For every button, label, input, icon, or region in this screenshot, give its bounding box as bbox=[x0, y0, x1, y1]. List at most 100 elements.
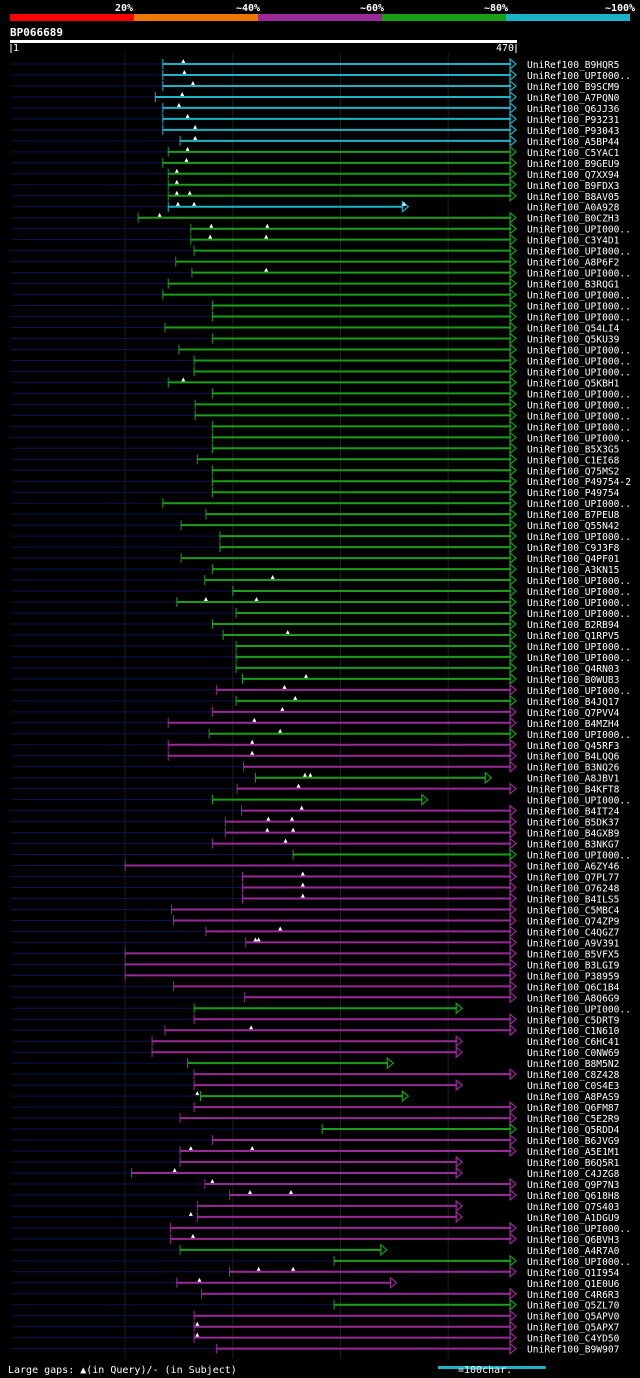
hit-row[interactable]: UniRef100_B4LQQ6 bbox=[11, 749, 620, 763]
hit-label[interactable]: UniRef100_C9J3F8 bbox=[527, 543, 620, 554]
hit-row[interactable]: UniRef100_UPI000.. bbox=[11, 354, 631, 367]
hit-row[interactable]: UniRef100_UPI000.. bbox=[11, 288, 631, 302]
hit-label[interactable]: UniRef100_C5E2R9 bbox=[527, 1114, 620, 1125]
hit-label[interactable]: UniRef100_UPI000.. bbox=[527, 313, 631, 324]
hit-label[interactable]: UniRef100_Q6C1B4 bbox=[527, 982, 620, 993]
hit-label[interactable]: UniRef100_B3RQG1 bbox=[527, 280, 620, 291]
hit-row[interactable]: UniRef100_UPI000.. bbox=[11, 727, 631, 741]
hit-row[interactable]: UniRef100_B6JVG9 bbox=[11, 1133, 620, 1147]
hit-row[interactable]: UniRef100_B0WUB3 bbox=[11, 672, 620, 686]
hit-row[interactable]: UniRef100_C5YAC1 bbox=[11, 145, 620, 159]
hit-label[interactable]: UniRef100_UPI000.. bbox=[527, 686, 631, 697]
hit-row[interactable]: UniRef100_A6ZY46 bbox=[11, 859, 620, 873]
hit-row[interactable]: UniRef100_Q1RPV5 bbox=[11, 628, 619, 642]
hit-row[interactable]: UniRef100_B9GEU9 bbox=[11, 156, 620, 170]
hit-label[interactable]: UniRef100_B8M5N2 bbox=[527, 1059, 619, 1070]
hit-row[interactable]: UniRef100_UPI000.. bbox=[11, 310, 631, 324]
hit-label[interactable]: UniRef100_UPI000.. bbox=[527, 367, 631, 378]
hit-row[interactable]: UniRef100_B4IT24 bbox=[11, 804, 620, 818]
hit-row[interactable]: UniRef100_B4ILS5 bbox=[11, 892, 619, 905]
hit-row[interactable]: UniRef100_UPI000.. bbox=[11, 398, 631, 411]
hit-label[interactable]: UniRef100_UPI000.. bbox=[527, 796, 631, 807]
hit-label[interactable]: UniRef100_B4KFT8 bbox=[527, 785, 620, 796]
hit-label[interactable]: UniRef100_Q4PF01 bbox=[527, 554, 620, 565]
hit-label[interactable]: UniRef100_C3Y4D1 bbox=[527, 236, 620, 247]
hit-row[interactable]: UniRef100_A9V391 bbox=[11, 936, 620, 949]
hit-row[interactable]: UniRef100_B3NKG7 bbox=[11, 837, 620, 851]
hit-row[interactable]: UniRef100_Q54LI4 bbox=[11, 321, 620, 335]
hit-row[interactable]: UniRef100_Q5KBH1 bbox=[11, 376, 620, 389]
hit-row[interactable]: UniRef100_UPI000.. bbox=[11, 431, 631, 444]
hit-row[interactable]: UniRef100_B8M5N2 bbox=[11, 1056, 619, 1070]
hit-row[interactable]: UniRef100_C9J3F8 bbox=[11, 540, 620, 554]
hit-label[interactable]: UniRef100_Q618H8 bbox=[527, 1191, 620, 1202]
hit-label[interactable]: UniRef100_A9V391 bbox=[527, 938, 620, 949]
hit-label[interactable]: UniRef100_A4R7A0 bbox=[527, 1246, 620, 1257]
hit-label[interactable]: UniRef100_Q1I954 bbox=[527, 1268, 620, 1279]
hit-label[interactable]: UniRef100_C5MBC4 bbox=[527, 905, 620, 916]
hit-row[interactable]: UniRef100_A3KN15 bbox=[11, 562, 619, 576]
hit-row[interactable]: UniRef100_Q5APX7 bbox=[11, 1320, 620, 1334]
hit-row[interactable]: UniRef100_A4R7A0 bbox=[11, 1243, 620, 1257]
hit-row[interactable]: UniRef100_UPI000.. bbox=[11, 343, 631, 356]
hit-row[interactable]: UniRef100_P49754-2 bbox=[11, 474, 631, 488]
hit-label[interactable]: UniRef100_Q45RF3 bbox=[527, 741, 620, 752]
hit-row[interactable]: UniRef100_B4JQ17 bbox=[11, 694, 620, 708]
hit-label[interactable]: UniRef100_B4GXB9 bbox=[527, 829, 620, 840]
hit-row[interactable]: UniRef100_A8P6F2 bbox=[11, 255, 619, 269]
hit-label[interactable]: UniRef100_Q6FM87 bbox=[527, 1103, 620, 1114]
hit-row[interactable]: UniRef100_C6HC41 bbox=[11, 1034, 620, 1048]
hit-row[interactable]: UniRef100_B5VFX5 bbox=[11, 947, 619, 960]
hit-label[interactable]: UniRef100_B5X3G5 bbox=[527, 444, 619, 455]
hit-row[interactable]: UniRef100_A7PQN0 bbox=[11, 90, 620, 104]
hit-row[interactable]: UniRef100_Q1I954 bbox=[11, 1265, 620, 1279]
hit-label[interactable]: UniRef100_B9FDX3 bbox=[527, 181, 620, 192]
hit-label[interactable]: UniRef100_A6ZY46 bbox=[527, 862, 620, 873]
hit-label[interactable]: UniRef100_A5E1M1 bbox=[527, 1147, 620, 1158]
hit-label[interactable]: UniRef100_C1N610 bbox=[527, 1026, 620, 1037]
hit-label[interactable]: UniRef100_UPI000.. bbox=[527, 225, 631, 236]
hit-label[interactable]: UniRef100_A8PAS9 bbox=[527, 1092, 620, 1103]
hit-row[interactable]: UniRef100_B4MZH4 bbox=[11, 716, 620, 730]
hit-row[interactable]: UniRef100_B6Q5R1 bbox=[11, 1155, 620, 1169]
hit-label[interactable]: UniRef100_UPI000.. bbox=[527, 609, 631, 620]
hit-label[interactable]: UniRef100_O76248 bbox=[527, 884, 620, 895]
hit-row[interactable]: UniRef100_B5X3G5 bbox=[11, 442, 619, 455]
hit-row[interactable]: UniRef100_UPI000.. bbox=[11, 573, 631, 587]
hit-label[interactable]: UniRef100_Q75MS2 bbox=[527, 466, 619, 477]
hit-label[interactable]: UniRef100_Q5APV0 bbox=[527, 1312, 620, 1323]
hit-row[interactable]: UniRef100_UPI000.. bbox=[11, 244, 631, 258]
hit-label[interactable]: UniRef100_C6HC41 bbox=[527, 1037, 620, 1048]
hit-label[interactable]: UniRef100_B0WUB3 bbox=[527, 675, 620, 686]
hit-row[interactable]: UniRef100_A5BP44 bbox=[11, 134, 620, 148]
hit-label[interactable]: UniRef100_B9SCM9 bbox=[527, 82, 620, 93]
hit-label[interactable]: UniRef100_Q7PVV4 bbox=[527, 708, 620, 719]
hit-row[interactable]: UniRef100_C8Z428 bbox=[11, 1067, 620, 1081]
hit-row[interactable]: UniRef100_Q6C1B4 bbox=[11, 980, 620, 993]
hit-row[interactable]: UniRef100_C4QGZ7 bbox=[11, 925, 620, 938]
hit-label[interactable]: UniRef100_B7PEU8 bbox=[527, 510, 620, 521]
hit-row[interactable]: UniRef100_B9FDX3 bbox=[11, 178, 620, 192]
hit-label[interactable]: UniRef100_UPI000.. bbox=[527, 389, 631, 400]
hit-row[interactable]: UniRef100_B3NQ26 bbox=[11, 760, 620, 774]
hit-label[interactable]: UniRef100_A8P6F2 bbox=[527, 258, 619, 269]
hit-label[interactable]: UniRef100_Q5KBH1 bbox=[527, 378, 620, 389]
hit-row[interactable]: UniRef100_UPI000.. bbox=[11, 683, 631, 697]
hit-row[interactable]: UniRef100_UPI000.. bbox=[11, 68, 631, 82]
hit-label[interactable]: UniRef100_UPI000.. bbox=[527, 422, 631, 433]
hit-row[interactable]: UniRef100_A0A928 bbox=[11, 200, 620, 214]
hit-row[interactable]: UniRef100_UPI000.. bbox=[11, 529, 631, 543]
hit-row[interactable]: UniRef100_B4GXB9 bbox=[11, 826, 620, 840]
hit-label[interactable]: UniRef100_UPI000.. bbox=[527, 730, 631, 741]
hit-label[interactable]: UniRef100_C4YD50 bbox=[527, 1334, 620, 1345]
hit-label[interactable]: UniRef100_B3LGI9 bbox=[527, 960, 620, 971]
hit-label[interactable]: UniRef100_Q6JJ36 bbox=[527, 104, 620, 115]
hit-row[interactable]: UniRef100_Q618H8 bbox=[11, 1188, 620, 1202]
hit-row[interactable]: UniRef100_UPI000.. bbox=[11, 496, 631, 510]
hit-label[interactable]: UniRef100_Q5APX7 bbox=[527, 1323, 620, 1334]
hit-label[interactable]: UniRef100_UPI000.. bbox=[527, 653, 631, 664]
hit-label[interactable]: UniRef100_C4QGZ7 bbox=[527, 927, 620, 938]
hit-label[interactable]: UniRef100_Q74ZP9 bbox=[527, 916, 620, 927]
hit-row[interactable]: UniRef100_C1EI68 bbox=[11, 452, 620, 466]
hit-label[interactable]: UniRef100_UPI000.. bbox=[527, 247, 631, 258]
